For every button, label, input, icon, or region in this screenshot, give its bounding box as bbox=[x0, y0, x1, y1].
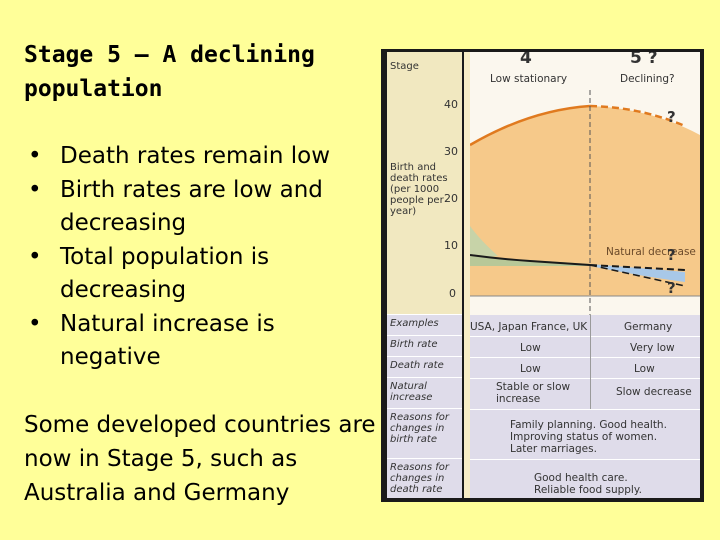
stage-4-birth-rate: Low bbox=[520, 342, 541, 354]
stage-4-examples: USA, Japan France, UK bbox=[470, 321, 588, 333]
row-divider bbox=[470, 459, 700, 460]
bullet-item: Total population is decreasing bbox=[24, 241, 374, 308]
label-death-rate: Death rate bbox=[387, 356, 462, 377]
row-divider bbox=[470, 357, 700, 358]
question-mark: ? bbox=[667, 279, 676, 297]
rates-chart bbox=[470, 90, 700, 315]
stage-5-death-rate: Low bbox=[634, 363, 655, 375]
stage-4-natural-increase: Stable or slow increase bbox=[496, 381, 571, 405]
column-divider bbox=[590, 315, 591, 409]
stage-5-natural-increase: Slow decrease bbox=[616, 386, 692, 398]
question-mark: ? bbox=[667, 108, 676, 126]
death-rate-line-projected bbox=[589, 264, 686, 271]
stage-header-band bbox=[470, 52, 700, 90]
label-examples: Examples bbox=[387, 314, 462, 335]
question-mark: ? bbox=[667, 246, 676, 264]
row-divider bbox=[470, 336, 700, 337]
stage-4-name: Low stationary bbox=[490, 73, 568, 85]
row-label-column: Stage Birth and death rates (per 1000 pe… bbox=[387, 52, 464, 498]
label-rates: Birth and death rates (per 1000 people p… bbox=[390, 162, 448, 217]
label-stage: Stage bbox=[390, 61, 419, 72]
total-population-area bbox=[470, 106, 700, 296]
slide-note: Some developed countries are now in Stag… bbox=[24, 412, 376, 506]
total-population-curve-projected bbox=[589, 104, 686, 128]
label-reasons-death: Reasons for changes in death rate bbox=[387, 458, 462, 498]
stage-content-area: 4 Low stationary 5 ? Declining? Natural … bbox=[470, 52, 700, 498]
y-tick-label: 20 bbox=[444, 192, 458, 205]
y-tick-label: 10 bbox=[444, 239, 458, 252]
total-population-curve bbox=[470, 104, 591, 147]
reasons-birth-rate: Family planning. Good health. Improving … bbox=[510, 419, 667, 455]
y-tick-label: 40 bbox=[444, 98, 458, 111]
row-divider bbox=[470, 378, 700, 379]
stage-4-number: 4 bbox=[520, 52, 532, 68]
birth-rate-line-projected bbox=[589, 264, 686, 287]
bullet-item: Natural increase is negative bbox=[24, 308, 374, 375]
bullet-item: Death rates remain low bbox=[24, 140, 374, 174]
death-rate-line bbox=[470, 254, 591, 266]
natural-decrease-area bbox=[590, 264, 685, 282]
stage-4-death-rate: Low bbox=[520, 363, 541, 375]
reasons-death-rate: Good health care. Reliable food supply. bbox=[534, 472, 642, 496]
bullet-item: Birth rates are low and decreasing bbox=[24, 174, 374, 241]
stage-5-examples: Germany bbox=[624, 321, 673, 333]
slide-title: Stage 5 – A declining population bbox=[24, 42, 315, 102]
y-tick-label: 30 bbox=[444, 145, 458, 158]
dtm-diagram: Stage Birth and death rates (per 1000 pe… bbox=[381, 49, 704, 502]
bullet-list: Death rates remain low Birth rates are l… bbox=[24, 140, 374, 375]
stage-5-birth-rate: Very low bbox=[630, 342, 675, 354]
y-tick-label: 0 bbox=[449, 287, 456, 300]
stage-5-number: 5 ? bbox=[630, 52, 658, 68]
birth-rate-area bbox=[470, 226, 498, 258]
table-area bbox=[470, 315, 700, 498]
row-divider bbox=[470, 409, 700, 410]
dtm-diagram-panel: Stage Birth and death rates (per 1000 pe… bbox=[387, 52, 700, 498]
label-natural-increase: Natural increase bbox=[387, 377, 462, 408]
natural-decrease-label: Natural decrease bbox=[606, 246, 696, 258]
label-birth-rate: Birth rate bbox=[387, 335, 462, 356]
stage-5-name: Declining? bbox=[620, 73, 675, 85]
label-reasons-birth: Reasons for changes in birth rate bbox=[387, 408, 462, 458]
